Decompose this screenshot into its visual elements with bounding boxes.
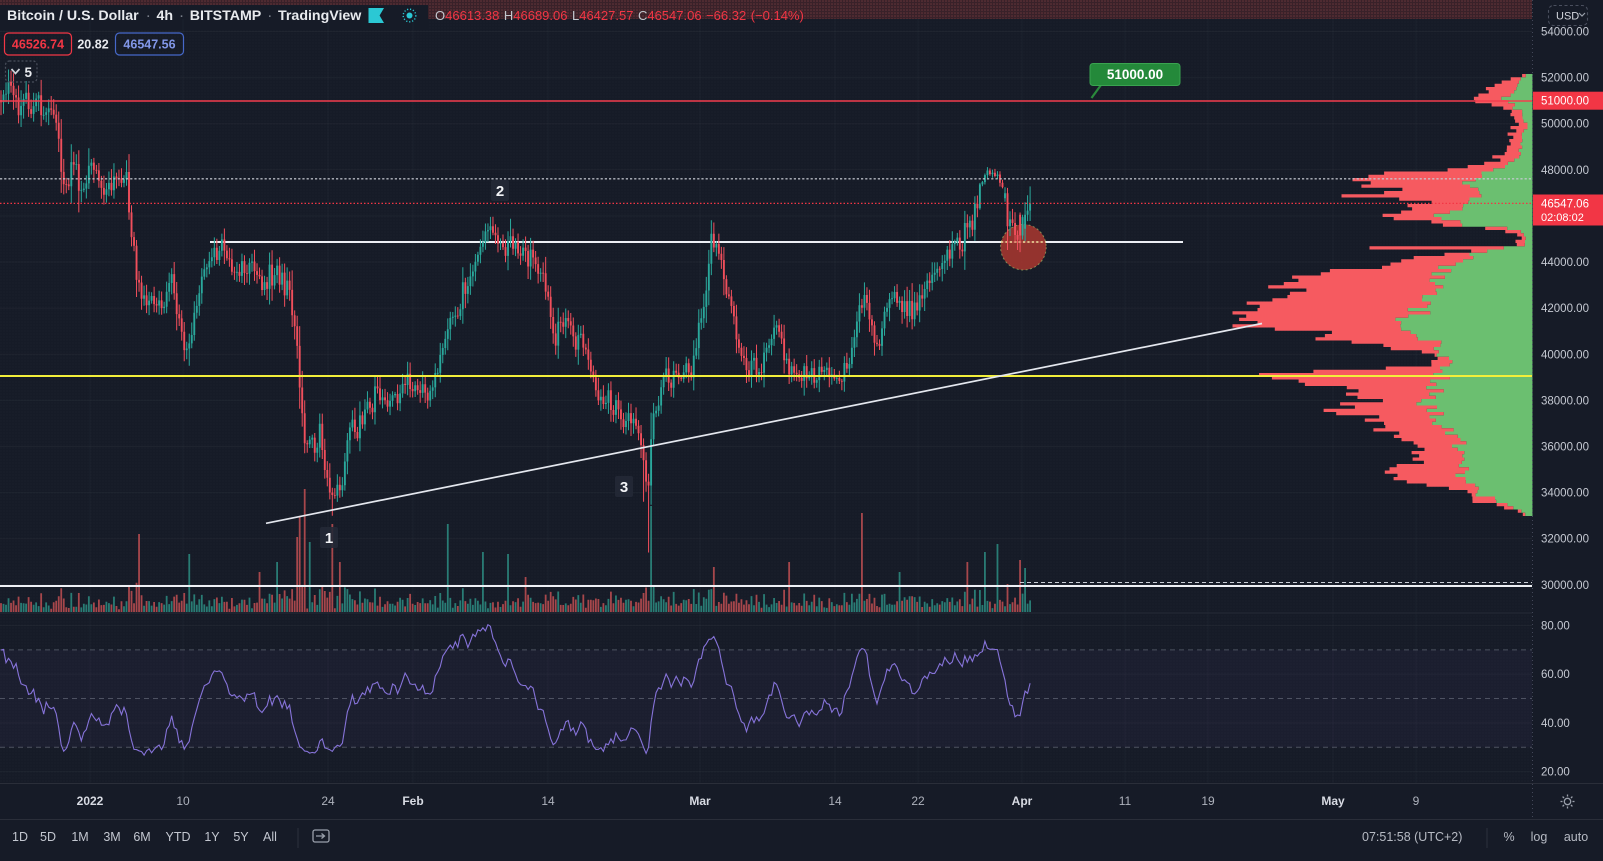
svg-text:22: 22 — [911, 794, 925, 808]
svg-text:34000.00: 34000.00 — [1541, 488, 1589, 500]
svg-text:19: 19 — [1201, 794, 1215, 808]
svg-text:YTD: YTD — [166, 830, 191, 844]
svg-text:24: 24 — [321, 794, 335, 808]
svg-text:Bitcoin / U.S. Dollar · 4h · B: Bitcoin / U.S. Dollar · 4h · BITSTAMP · … — [7, 8, 362, 24]
svg-text:5: 5 — [25, 65, 33, 80]
svg-text:Feb: Feb — [402, 794, 423, 808]
svg-text:2: 2 — [496, 183, 504, 200]
svg-text:44000.00: 44000.00 — [1541, 257, 1589, 269]
svg-text:Apr: Apr — [1012, 794, 1033, 808]
svg-text:All: All — [263, 830, 277, 844]
svg-text:3: 3 — [620, 479, 628, 496]
svg-text:log: log — [1531, 830, 1548, 844]
svg-text:46526.74: 46526.74 — [12, 38, 64, 52]
svg-text:Mar: Mar — [689, 794, 711, 808]
svg-text:40000.00: 40000.00 — [1541, 349, 1589, 361]
svg-text:36000.00: 36000.00 — [1541, 442, 1589, 454]
svg-text:2022: 2022 — [77, 794, 104, 808]
svg-text:20.00: 20.00 — [1541, 767, 1570, 779]
svg-text:50000.00: 50000.00 — [1541, 119, 1589, 131]
svg-text:52000.00: 52000.00 — [1541, 73, 1589, 85]
svg-text:10: 10 — [176, 794, 190, 808]
svg-text:32000.00: 32000.00 — [1541, 534, 1589, 546]
svg-text:60.00: 60.00 — [1541, 669, 1570, 681]
svg-text:5D: 5D — [40, 830, 56, 844]
svg-text:14: 14 — [541, 794, 555, 808]
svg-text:46547.06: 46547.06 — [1541, 199, 1589, 211]
svg-text:40.00: 40.00 — [1541, 718, 1570, 730]
svg-text:1Y: 1Y — [204, 830, 220, 844]
svg-text:May: May — [1321, 794, 1345, 808]
svg-text:46547.56: 46547.56 — [123, 38, 175, 52]
svg-text:1D: 1D — [12, 830, 28, 844]
svg-text:48000.00: 48000.00 — [1541, 165, 1589, 177]
svg-text:38000.00: 38000.00 — [1541, 395, 1589, 407]
svg-text:42000.00: 42000.00 — [1541, 303, 1589, 315]
svg-text:51000.00: 51000.00 — [1107, 67, 1163, 82]
svg-text:1: 1 — [325, 530, 333, 547]
svg-text:02:08:02: 02:08:02 — [1541, 212, 1584, 224]
svg-text:USD: USD — [1556, 11, 1579, 23]
svg-text:9: 9 — [1413, 794, 1420, 808]
svg-text:11: 11 — [1119, 794, 1132, 808]
svg-text:51000.00: 51000.00 — [1541, 96, 1589, 108]
svg-text:54000.00: 54000.00 — [1541, 27, 1589, 39]
svg-text:80.00: 80.00 — [1541, 621, 1570, 633]
svg-text:1M: 1M — [71, 830, 88, 844]
svg-text:20.82: 20.82 — [77, 38, 108, 52]
svg-text:%: % — [1503, 830, 1514, 844]
svg-text:07:51:58 (UTC+2): 07:51:58 (UTC+2) — [1362, 830, 1462, 844]
svg-text:6M: 6M — [133, 830, 150, 844]
svg-text:auto: auto — [1564, 830, 1588, 844]
svg-text:3M: 3M — [103, 830, 120, 844]
svg-text:30000.00: 30000.00 — [1541, 580, 1589, 592]
svg-text:5Y: 5Y — [233, 830, 249, 844]
svg-text:14: 14 — [828, 794, 842, 808]
